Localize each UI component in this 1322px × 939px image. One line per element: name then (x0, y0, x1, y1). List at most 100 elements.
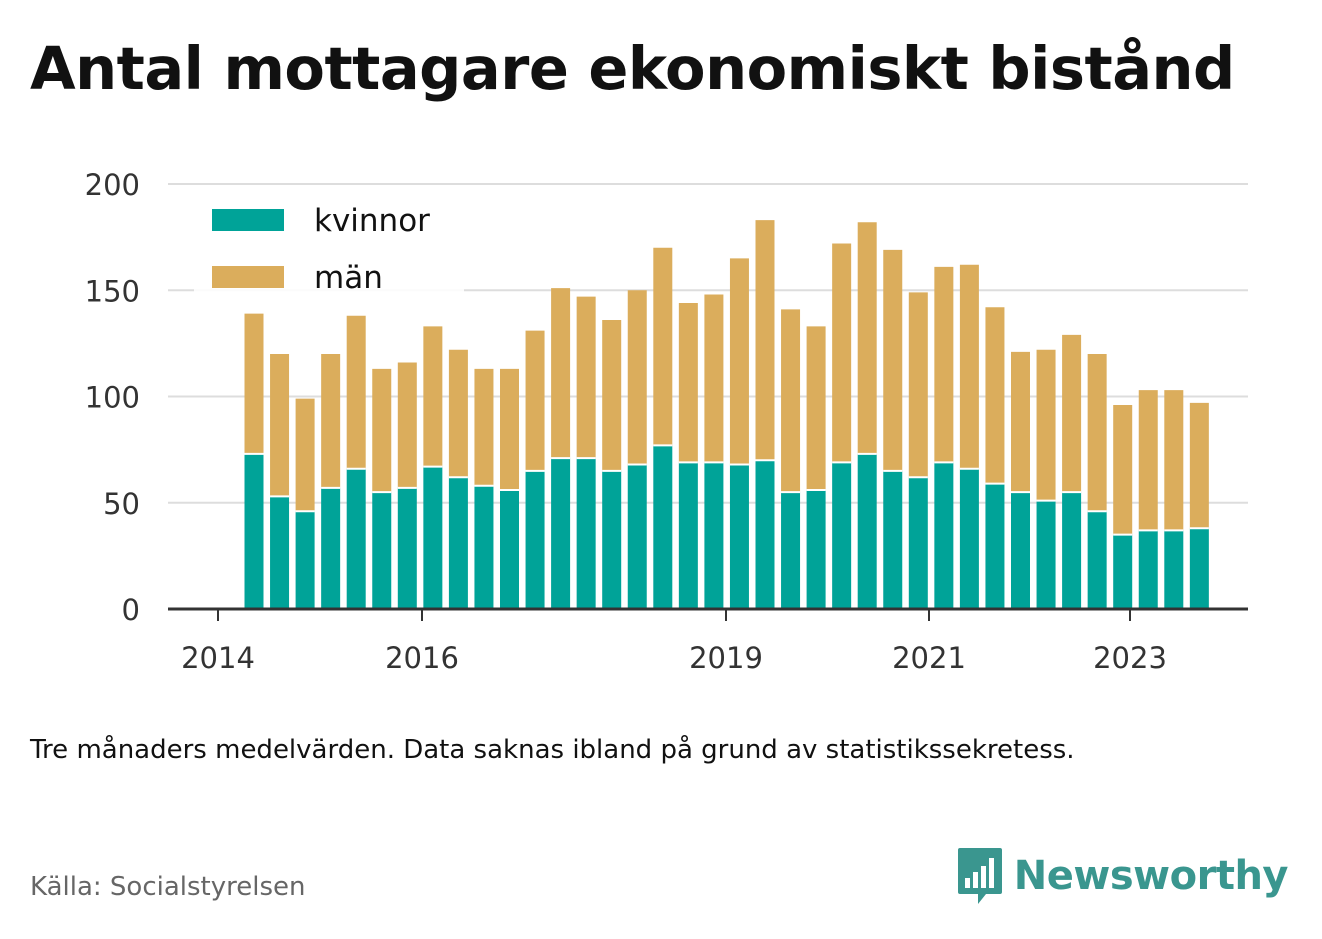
bar-man (1189, 402, 1209, 529)
bar-man (627, 290, 647, 465)
bar-man (985, 307, 1005, 484)
bar-kvinnor (1164, 530, 1184, 609)
bar-man (397, 362, 417, 488)
bar-man (806, 326, 826, 490)
stacked-bar-chart: 0 50 100 150 200 2014 2016 2019 2021 2023 kvinnor… (85, 168, 1248, 675)
x-tick-label: 2019 (689, 641, 763, 675)
bar-kvinnor (423, 466, 443, 609)
bar-man (448, 349, 468, 478)
bar-man (295, 398, 315, 512)
bar-kvinnor (959, 468, 979, 609)
bar-kvinnor (346, 468, 366, 609)
bar-kvinnor (1062, 492, 1082, 609)
y-tick-label: 100 (85, 381, 140, 415)
x-tick-label: 2023 (1093, 641, 1167, 675)
bar-man (1062, 334, 1082, 493)
bar-man (729, 258, 749, 465)
bar-man (474, 368, 494, 486)
chart-note: Tre månaders medelvärden. Data saknas ib… (30, 735, 1075, 765)
legend-swatch (212, 209, 284, 231)
bar-man (525, 330, 545, 471)
bar-kvinnor (602, 470, 622, 609)
bar-man (244, 313, 264, 454)
bar-kvinnor (1036, 500, 1056, 609)
x-tick-label: 2016 (385, 641, 459, 675)
bar-man (781, 309, 801, 493)
bar-kvinnor (704, 462, 724, 609)
bar-kvinnor (755, 460, 775, 609)
y-tick-label: 0 (122, 593, 140, 627)
bar-kvinnor (474, 485, 494, 609)
bar-man (423, 326, 443, 467)
bar-man (576, 296, 596, 459)
bar-kvinnor (525, 470, 545, 609)
bar-kvinnor (678, 462, 698, 609)
bar-man (959, 264, 979, 469)
bar-kvinnor (1087, 511, 1107, 609)
y-tick-label: 50 (103, 487, 140, 521)
bar-man (1113, 405, 1133, 535)
x-tick-label: 2014 (181, 641, 255, 675)
bar-man (1011, 351, 1030, 493)
y-tick-label: 150 (85, 274, 140, 308)
bar-kvinnor (1011, 492, 1030, 609)
bar-kvinnor (985, 483, 1005, 609)
bar-man (602, 320, 622, 471)
legend-label: kvinnor (314, 203, 430, 239)
bar-man (1138, 390, 1158, 531)
bar-kvinnor (781, 492, 801, 609)
x-tick-label: 2021 (892, 641, 966, 675)
bar-kvinnor (1113, 534, 1133, 609)
bar-kvinnor (627, 464, 647, 609)
bar-kvinnor (857, 453, 877, 609)
bar-man (1036, 349, 1056, 501)
bar-kvinnor (397, 487, 417, 609)
bar-man (704, 294, 724, 463)
bar-man (832, 243, 852, 463)
bar-kvinnor (321, 487, 341, 609)
bar-kvinnor (295, 511, 315, 609)
bar-kvinnor (729, 464, 749, 609)
bar-kvinnor (500, 490, 519, 609)
bar-man (678, 303, 698, 463)
bar-man (500, 368, 519, 490)
bar-kvinnor (832, 462, 852, 609)
source-label: Källa: Socialstyrelsen (30, 872, 306, 902)
bar-kvinnor (806, 490, 826, 609)
bar-man (857, 222, 877, 454)
bar-kvinnor (883, 470, 903, 609)
bar-kvinnor (1189, 528, 1209, 609)
bar-kvinnor (551, 458, 571, 609)
legend-swatch (212, 266, 284, 288)
bar-kvinnor (372, 492, 392, 609)
bar-kvinnor (934, 462, 954, 609)
legend: kvinnor män (194, 196, 464, 296)
bar-man (1087, 354, 1107, 512)
bar-man (346, 315, 366, 469)
legend-label: män (314, 260, 383, 296)
chart-title: Antal mottagare ekonomiskt bistånd (30, 34, 1235, 103)
bar-chart-speech-bubble-icon (957, 848, 1002, 904)
bar-man (1164, 390, 1184, 531)
brand-name: Newsworthy (1013, 853, 1289, 899)
bar-man (372, 368, 392, 493)
bars (244, 220, 1209, 609)
bar-man (908, 292, 928, 478)
bar-kvinnor (448, 477, 468, 609)
y-tick-label: 200 (85, 168, 140, 202)
bar-kvinnor (653, 445, 673, 609)
bar-man (934, 266, 954, 463)
bar-kvinnor (270, 496, 290, 609)
bar-man (321, 354, 341, 488)
bar-man (883, 249, 903, 471)
bar-kvinnor (244, 453, 264, 609)
axes: 0 50 100 150 200 2014 2016 2019 2021 2023 (85, 168, 1248, 675)
bar-man (270, 354, 290, 497)
bar-kvinnor (908, 477, 928, 609)
bar-man (755, 220, 775, 461)
bar-man (551, 288, 571, 459)
bar-man (653, 247, 673, 446)
bar-kvinnor (576, 458, 596, 609)
bar-kvinnor (1138, 530, 1158, 609)
brand-logo[interactable]: Newsworthy (956, 846, 1289, 906)
